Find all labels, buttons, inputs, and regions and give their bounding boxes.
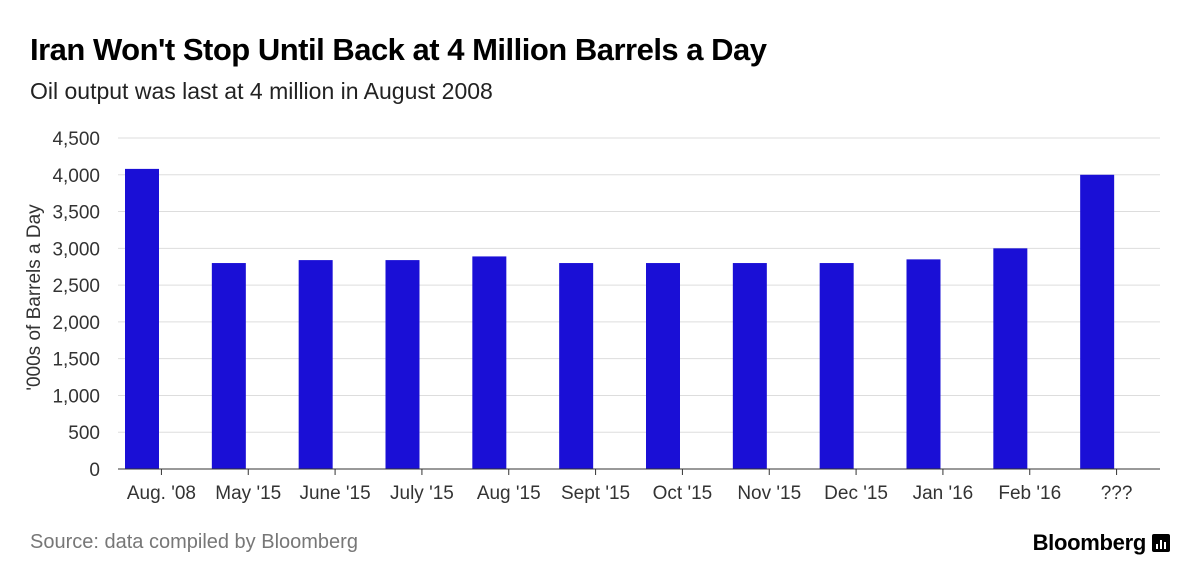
- x-tick-label: Jan '16: [913, 483, 974, 504]
- x-tick-label: July '15: [390, 483, 454, 504]
- bar: [646, 263, 680, 469]
- bar: [211, 263, 246, 469]
- x-tick-label: Dec '15: [824, 483, 888, 504]
- y-tick-label: 0: [89, 460, 100, 481]
- bar: [125, 168, 159, 470]
- chart-title: Iran Won't Stop Until Back at 4 Million …: [30, 32, 767, 67]
- y-tick-label: 4,000: [52, 166, 100, 187]
- x-tick-label: May '15: [215, 483, 281, 504]
- x-axis-ticks: Aug. '08 May '15 June '15 July '15 Aug '15 Se…: [127, 469, 1133, 504]
- y-tick-label: 3,500: [52, 203, 100, 224]
- bar: [559, 263, 594, 469]
- x-tick-label: Oct '15: [653, 483, 713, 504]
- bar: [385, 260, 420, 469]
- gridlines: [118, 137, 1160, 433]
- x-tick-label: June '15: [299, 483, 370, 504]
- bloomberg-logo: Bloomberg: [1033, 530, 1170, 556]
- bars: [125, 168, 1115, 470]
- y-axis-label: '000s of Barrels a Day: [24, 204, 45, 391]
- y-tick-label: 500: [68, 423, 100, 444]
- x-tick-label: Nov '15: [737, 483, 801, 504]
- source-note: Source: data compiled by Bloomberg: [30, 531, 358, 553]
- y-tick-label: 3,000: [52, 239, 100, 260]
- y-tick-label: 4,500: [52, 129, 100, 150]
- y-axis-ticks: 0 500 1,000 1,500 2,000 2,500 3,000 3,500 4,000 4…: [52, 129, 100, 481]
- brand-name: Bloomberg: [1032, 530, 1147, 555]
- y-tick-label: 2,000: [52, 313, 100, 334]
- bar: [298, 260, 333, 469]
- x-tick-label: Sept '15: [561, 483, 630, 504]
- x-tick-label: Aug '15: [477, 483, 541, 504]
- x-tick-label: Aug. '08: [127, 483, 196, 504]
- y-tick-label: 1,000: [52, 386, 100, 407]
- x-tick-label: ???: [1101, 483, 1133, 504]
- bar: [819, 263, 854, 469]
- bar-chart-icon: [1152, 534, 1170, 552]
- bar: [732, 263, 767, 469]
- bar: [1080, 174, 1115, 469]
- bar: [906, 259, 941, 469]
- y-tick-label: 2,500: [52, 276, 100, 297]
- chart-subtitle: Oil output was last at 4 million in Augu…: [30, 78, 493, 104]
- y-tick-label: 1,500: [52, 350, 100, 371]
- bar: [472, 256, 507, 469]
- x-tick-label: Feb '16: [998, 483, 1061, 504]
- bar: [993, 248, 1028, 469]
